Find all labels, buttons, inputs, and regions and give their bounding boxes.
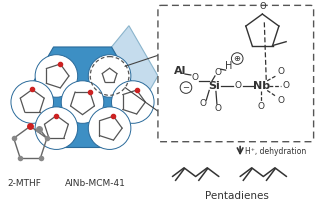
Text: O: O	[277, 96, 284, 105]
Text: Nb: Nb	[253, 81, 270, 91]
Text: ⊕: ⊕	[234, 54, 241, 63]
Polygon shape	[25, 47, 141, 147]
Text: O: O	[277, 67, 284, 76]
Text: O: O	[282, 81, 289, 90]
Text: O: O	[235, 81, 242, 90]
Circle shape	[61, 81, 104, 123]
Circle shape	[111, 81, 154, 123]
Text: Pentadienes: Pentadienes	[205, 191, 269, 201]
Circle shape	[35, 55, 78, 97]
Text: H⁺, dehydration: H⁺, dehydration	[245, 147, 306, 156]
Polygon shape	[54, 126, 129, 147]
FancyBboxPatch shape	[158, 5, 314, 142]
Text: O: O	[259, 2, 266, 11]
Circle shape	[35, 107, 78, 149]
Text: O: O	[214, 104, 221, 113]
Text: H: H	[225, 61, 232, 71]
Text: Si: Si	[208, 81, 220, 91]
Text: O: O	[191, 73, 198, 82]
Circle shape	[11, 81, 54, 123]
Polygon shape	[54, 26, 158, 147]
Text: −: −	[182, 83, 190, 92]
Text: O: O	[200, 100, 207, 108]
Text: Al: Al	[174, 66, 186, 76]
Text: 2-MTHF: 2-MTHF	[7, 179, 41, 188]
Text: AlNb-MCM-41: AlNb-MCM-41	[65, 179, 126, 188]
Circle shape	[180, 82, 192, 93]
Text: O: O	[258, 102, 265, 111]
Circle shape	[88, 107, 131, 149]
Text: O: O	[214, 68, 221, 77]
Circle shape	[231, 53, 243, 64]
Circle shape	[88, 55, 131, 97]
